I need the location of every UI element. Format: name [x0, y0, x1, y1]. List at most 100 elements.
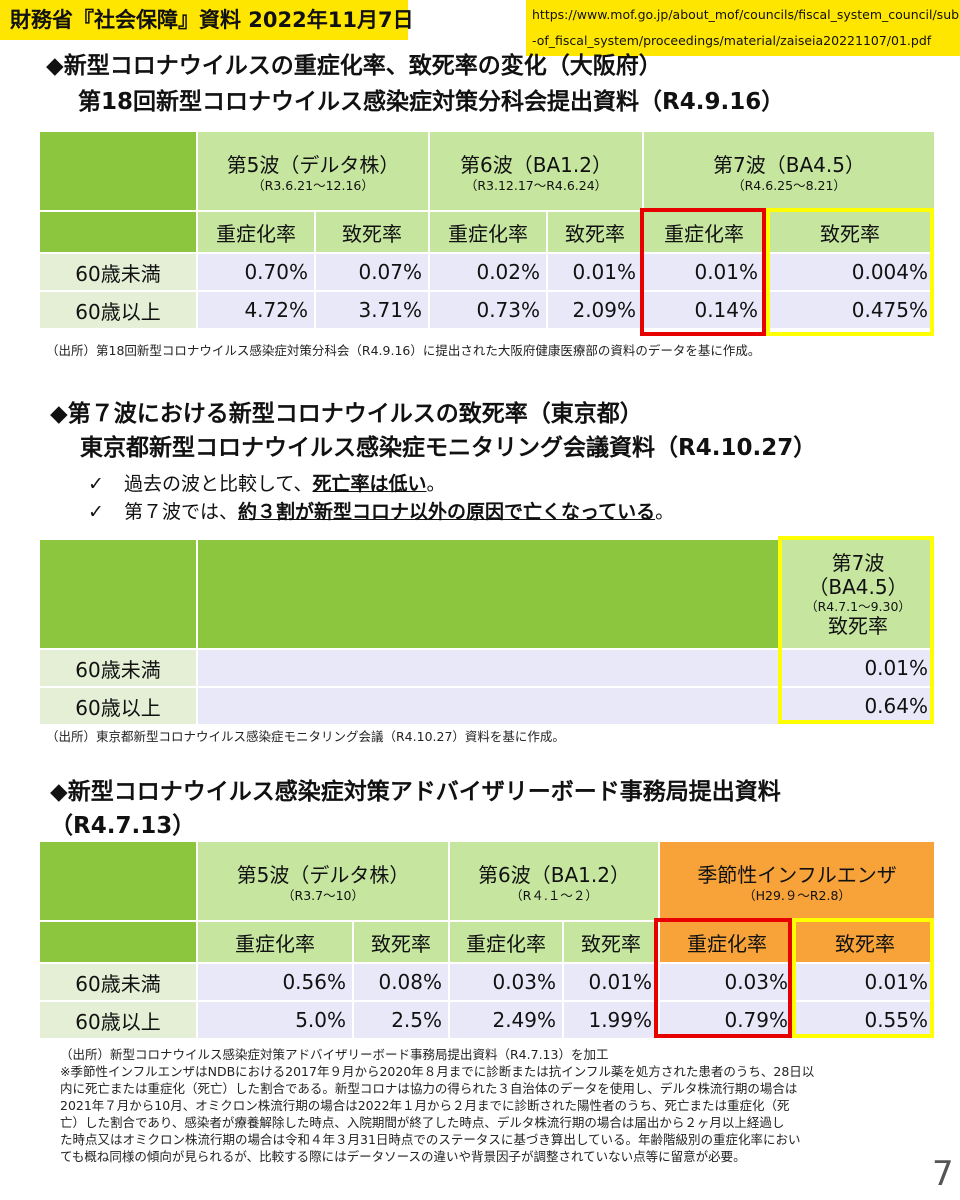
- advisory-flu-period: （H29.９～R2.8）: [743, 888, 851, 903]
- cell-value: 2.5%: [351, 1000, 451, 1040]
- note-line: 亡）した割合であり、感染者が療養解除した時点、入院期間が終了した時点、デルタ株流…: [60, 1115, 785, 1130]
- cell-value: 0.70%: [196, 252, 316, 292]
- check-list: ✓ 過去の波と比較して、死亡率は低い。 ✓ 第７波では、約３割が新型コロナ以外の原因…: [88, 470, 674, 526]
- section3-heading-line2: （R4.7.13）: [50, 813, 196, 839]
- osaka-metric: 重症化率: [428, 210, 549, 254]
- advisory-wave5-period: （R3.7～10）: [282, 888, 364, 903]
- cell-value: 0.01%: [562, 962, 661, 1002]
- advisory-metric-corner: [38, 920, 198, 964]
- cell-value: 0.56%: [196, 962, 354, 1002]
- source-url[interactable]: https://www.mof.go.jp/about_mof/councils…: [526, 0, 960, 56]
- osaka-wave5-period: （R3.6.21～12.16）: [252, 178, 374, 193]
- cell-value: 0.03%: [658, 962, 797, 1002]
- osaka-metric: 重症化率: [642, 210, 767, 254]
- note-line: （出所）新型コロナウイルス感染症対策アドバイザリーボード事務局提出資料（R4.7…: [60, 1047, 609, 1062]
- source-url-line-2[interactable]: -of_fiscal_system/proceedings/material/z…: [532, 33, 932, 48]
- section1-heading-line1: ◆新型コロナウイルスの重症化率、致死率の変化（大阪府）: [46, 53, 662, 79]
- tokyo-wave7-period: （R4.7.1～9.30）: [805, 598, 911, 614]
- osaka-metric: 致死率: [546, 210, 645, 254]
- check-item: ✓ 第７波では、約３割が新型コロナ以外の原因で亡くなっている。: [88, 498, 674, 526]
- highlight-yellow-box: [778, 536, 934, 724]
- tokyo-wave7-variant: （BA4.5）: [808, 574, 908, 599]
- source-url-line-1[interactable]: https://www.mof.go.jp/about_mof/councils…: [532, 7, 960, 22]
- cell-value: 1.99%: [562, 1000, 661, 1040]
- osaka-wave5-header: 第5波（デルタ株） （R3.6.21～12.16）: [195, 130, 431, 212]
- section2-heading-line2: 東京都新型コロナウイルス感染症モニタリング会議資料（R4.10.27）: [80, 435, 817, 461]
- note-line: 2021年７月から10月、オミクロン株流行期の場合は2022年１月から２月までに…: [60, 1098, 790, 1113]
- advisory-metric: 重症化率: [196, 920, 354, 964]
- section2-heading-line1: ◆第７波における新型コロナウイルスの致死率（東京都）: [50, 401, 643, 427]
- advisory-metric: 致死率: [794, 920, 937, 964]
- osaka-wave6-name: 第6波（BA1.2）: [460, 153, 612, 177]
- check-item: ✓ 過去の波と比較して、死亡率は低い。: [88, 470, 674, 498]
- check1-emphasis: 死亡率は低い: [312, 473, 427, 495]
- highlight-red-box: [640, 208, 766, 336]
- cell-value: 0.01%: [780, 648, 936, 688]
- osaka-wave6-header: 第6波（BA1.2） （R3.12.17～R4.6.24）: [428, 130, 645, 212]
- cell-value: 0.08%: [351, 962, 451, 1002]
- advisory-table: 第5波（デルタ株） （R3.7～10） 第6波（BA1.2） （R４.１～２） …: [38, 840, 937, 1040]
- section1-heading-line2: 第18回新型コロナウイルス感染症対策分科会提出資料（R4.9.16）: [78, 89, 785, 115]
- osaka-wave5-name: 第5波（デルタ株）: [226, 153, 400, 177]
- osaka-wave7-header: 第7波（BA4.5） （R4.6.25～8.21）: [642, 130, 937, 212]
- note-line: た時点又はオミクロン株流行期の場合は令和４年３月31日時点でのステータスに基づき…: [60, 1132, 801, 1147]
- advisory-wave6-name: 第6波（BA1.2）: [478, 863, 630, 887]
- cell-value: 0.004%: [764, 252, 937, 292]
- table-row: 60歳以上 0.64%: [38, 686, 936, 726]
- note-line: 内に死亡または重症化（死亡）した割合である。新型コロナは協力の得られた３自治体の…: [60, 1081, 798, 1096]
- osaka-metric-corner: [38, 210, 198, 254]
- table-row: 60歳未満 0.01%: [38, 648, 936, 688]
- cell-value: 0.14%: [642, 290, 767, 330]
- osaka-corner: [38, 130, 198, 212]
- advisory-corner: [38, 840, 198, 922]
- row-label: 60歳以上: [38, 1000, 198, 1040]
- check2-end: 。: [655, 501, 675, 523]
- table-row: 60歳以上 5.0% 2.5% 2.49% 1.99% 0.79% 0.55%: [38, 1000, 937, 1040]
- cell-value: 0.07%: [313, 252, 431, 292]
- highlight-yellow-box: [766, 208, 934, 336]
- cell-value: 5.0%: [196, 1000, 354, 1040]
- tokyo-wave7-name: 第7波: [831, 550, 885, 575]
- table-row: 60歳未満 0.70% 0.07% 0.02% 0.01% 0.01% 0.00…: [38, 252, 937, 292]
- check1-end: 。: [426, 473, 446, 495]
- osaka-metric: 重症化率: [196, 210, 316, 254]
- note-line: ※季節性インフルエンザはNDBにおける2017年９月から2020年８月までに診断…: [60, 1064, 815, 1079]
- check-icon: ✓: [88, 473, 104, 495]
- advisory-wave6-header: 第6波（BA1.2） （R４.１～２）: [448, 840, 661, 922]
- advisory-metric: 重症化率: [658, 920, 797, 964]
- highlight-yellow-box: [792, 918, 934, 1038]
- cell-value: 4.72%: [196, 290, 316, 330]
- check2-emphasis: 約３割が新型コロナ以外の原因で亡くなっている: [238, 501, 656, 523]
- cell-value: 0.64%: [780, 686, 936, 726]
- advisory-wave5-header: 第5波（デルタ株） （R3.7～10）: [195, 840, 451, 922]
- advisory-metric: 重症化率: [448, 920, 565, 964]
- tokyo-table: 第7波 （BA4.5） （R4.7.1～9.30） 致死率 60歳未満 0.01…: [38, 538, 936, 726]
- osaka-wave7-name: 第7波（BA4.5）: [713, 153, 865, 177]
- table-row: 60歳以上 4.72% 3.71% 0.73% 2.09% 0.14% 0.47…: [38, 290, 937, 330]
- advisory-metric: 致死率: [562, 920, 661, 964]
- section3-notes: （出所）新型コロナウイルス感染症対策アドバイザリーボード事務局提出資料（R4.7…: [60, 1046, 930, 1165]
- advisory-metric: 致死率: [351, 920, 451, 964]
- advisory-wave6-period: （R４.１～２）: [510, 888, 598, 903]
- check-icon: ✓: [88, 501, 104, 523]
- cell-value: 2.09%: [546, 290, 645, 330]
- osaka-wave7-period: （R4.6.25～8.21）: [732, 178, 846, 193]
- tokyo-blank-header: [196, 538, 782, 650]
- row-label: 60歳未満: [38, 252, 198, 292]
- advisory-flu-header: 季節性インフルエンザ （H29.９～R2.8）: [658, 840, 937, 922]
- table-row: 60歳未満 0.56% 0.08% 0.03% 0.01% 0.03% 0.01…: [38, 962, 937, 1002]
- advisory-flu-name: 季節性インフルエンザ: [697, 863, 897, 887]
- blank-cell: [196, 686, 782, 726]
- cell-value: 0.03%: [448, 962, 565, 1002]
- cell-value: 3.71%: [313, 290, 431, 330]
- tokyo-wave7-header: 第7波 （BA4.5） （R4.7.1～9.30） 致死率: [780, 538, 936, 650]
- cell-value: 0.475%: [764, 290, 937, 330]
- row-label: 60歳以上: [38, 686, 198, 726]
- osaka-metric: 致死率: [313, 210, 431, 254]
- section1-source: （出所）第18回新型コロナウイルス感染症対策分科会（R4.9.16）に提出された…: [46, 343, 761, 358]
- osaka-metric: 致死率: [764, 210, 937, 254]
- check1-text: 過去の波と比較して、: [124, 473, 313, 495]
- cell-value: 0.01%: [794, 962, 937, 1002]
- cell-value: 0.02%: [428, 252, 549, 292]
- page-number: 7: [932, 1154, 954, 1194]
